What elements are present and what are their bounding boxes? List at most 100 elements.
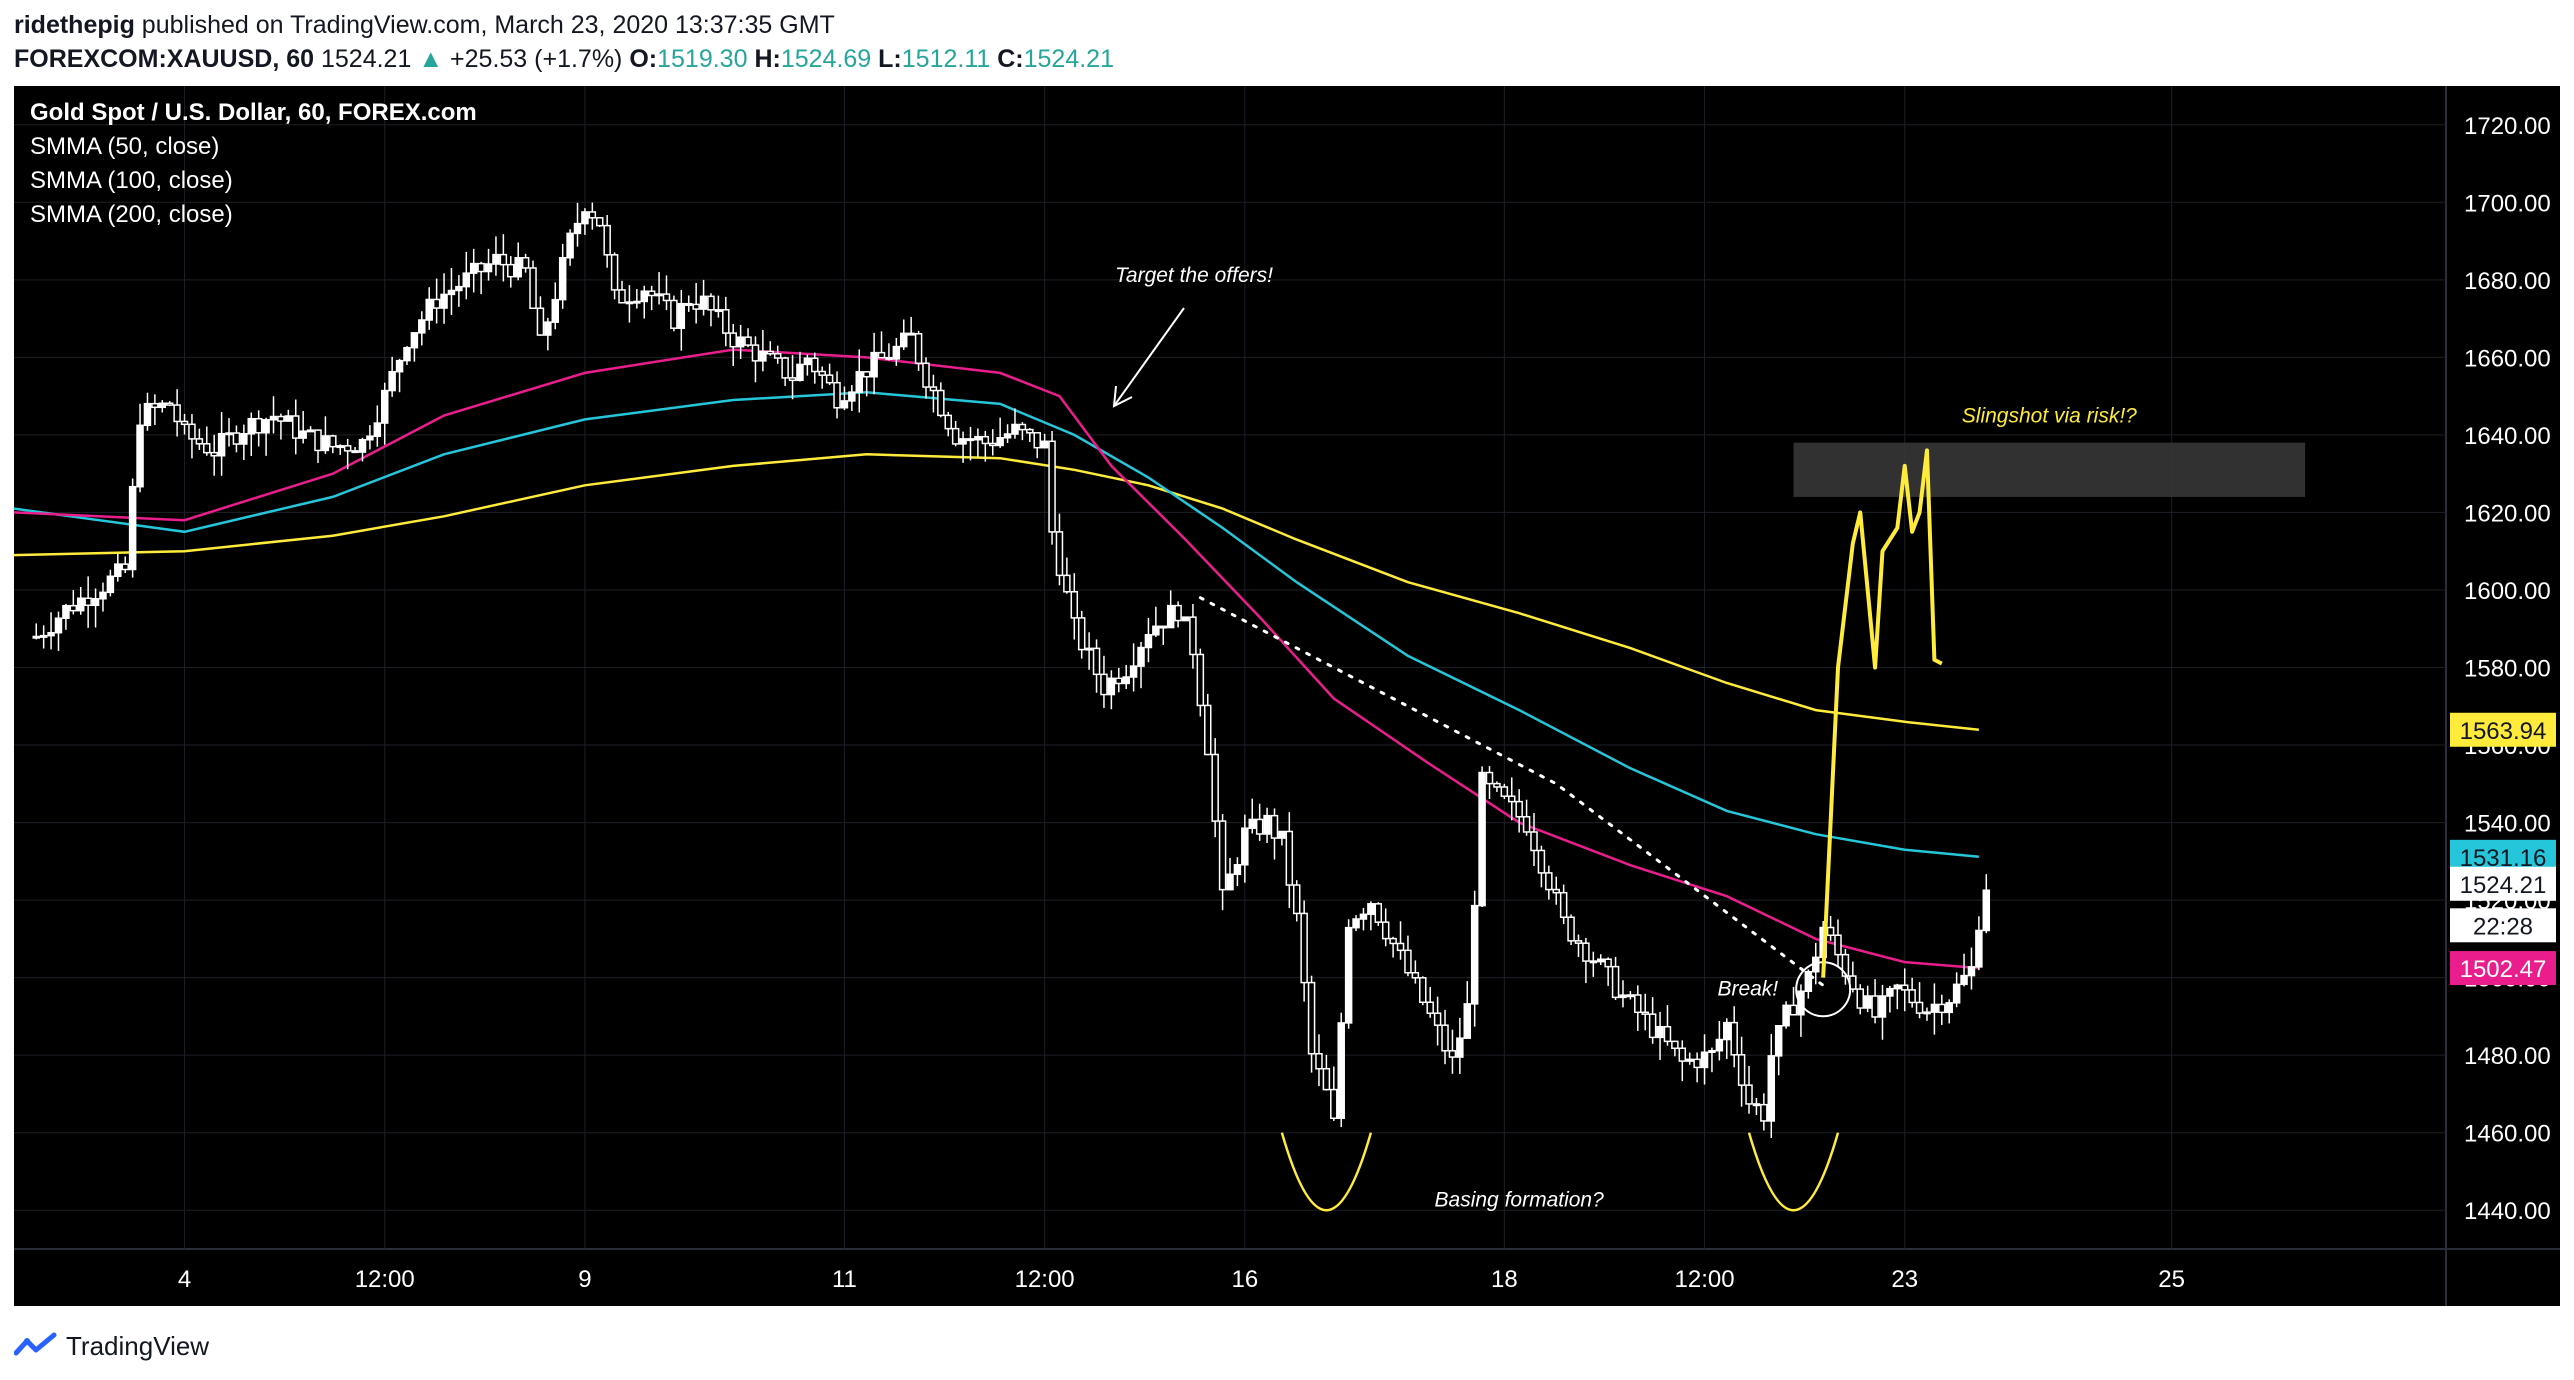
candle-body [1144, 634, 1153, 649]
candle-body [203, 443, 211, 454]
candle-body [1196, 653, 1205, 707]
price-label-text: 1524.21 [2460, 872, 2547, 899]
symbol-label[interactable]: FOREXCOM:XAUUSD, 60 [14, 45, 315, 73]
candle-body [1411, 972, 1420, 979]
candle-body [1026, 428, 1034, 434]
candle-body [1070, 591, 1079, 619]
candle-body [1537, 849, 1546, 874]
candle-body [1574, 940, 1583, 944]
candle-body [380, 389, 389, 424]
candle-body [1174, 604, 1182, 622]
candle-body [966, 438, 975, 442]
candle-body [1619, 994, 1627, 999]
candle-body [1841, 953, 1850, 977]
candle-body [84, 597, 92, 607]
candle-body [395, 359, 404, 373]
legend-title[interactable]: Gold Spot / U.S. Dollar, 60, FOREX.com [30, 99, 477, 126]
legend-smma50[interactable]: SMMA (50, close) [30, 133, 219, 160]
x-tick-label: 11 [832, 1266, 857, 1293]
candle-body [1530, 831, 1538, 852]
candle-body [410, 332, 419, 349]
publish-line: ridethepig published on TradingView.com,… [14, 8, 2554, 42]
legend-smma100[interactable]: SMMA (100, close) [30, 167, 233, 194]
candle-body [1211, 753, 1219, 822]
candle-body [1441, 1024, 1449, 1052]
candle-body [69, 604, 78, 612]
legend-smma200[interactable]: SMMA (200, close) [30, 201, 233, 228]
candle-body [143, 402, 152, 427]
candle-body [974, 435, 982, 441]
close-label: C: [997, 45, 1024, 73]
candle-body [158, 402, 167, 409]
candle-body [1344, 926, 1353, 1024]
footer: TradingView [14, 1328, 209, 1364]
chart-panel[interactable]: Break! Slingshot via risk!? Target the off… [14, 86, 2560, 1306]
candle-body [425, 298, 433, 321]
candle-body [1648, 1013, 1657, 1039]
candle-body [788, 377, 797, 382]
candle-body [151, 402, 159, 409]
candle-body [1545, 872, 1553, 891]
open-value: 1519.30 [657, 45, 748, 73]
low-label: L: [878, 45, 902, 73]
candle-body [766, 350, 775, 355]
price-label-box [2450, 712, 2556, 747]
candle-body [299, 430, 307, 439]
candle-body [633, 300, 641, 304]
candle-body [1745, 1084, 1753, 1105]
candle-body [314, 429, 322, 452]
candle-body [988, 442, 997, 447]
candle-body [781, 357, 789, 379]
candle-body [1241, 827, 1249, 866]
candle-body [877, 351, 886, 359]
candle-body [1886, 987, 1894, 997]
candle-body [937, 389, 945, 417]
x-tick-label: 12:00 [1015, 1266, 1075, 1293]
candle-body [922, 362, 930, 388]
candle-body [114, 563, 122, 578]
candle-body [329, 435, 337, 448]
candle-body [1129, 665, 1138, 678]
candle-body [1567, 916, 1575, 942]
candle-body [1767, 1055, 1776, 1122]
candle-body [1255, 818, 1264, 835]
candle-body [76, 597, 85, 612]
candle-body [825, 374, 834, 384]
candle-body [544, 321, 552, 336]
last-price: 1524.21 [321, 45, 412, 73]
candle-body [1656, 1025, 1664, 1039]
tradingview-logo-icon [14, 1332, 57, 1356]
candle-body [1915, 1001, 1924, 1014]
candle-body [1092, 647, 1101, 676]
y-tick-label: 1540.00 [2464, 811, 2551, 838]
candle-body [1596, 958, 1605, 963]
candle-body [62, 604, 70, 619]
price-label-text: 1563.94 [2460, 718, 2547, 745]
candle-body [492, 253, 500, 265]
candle-body [321, 435, 330, 452]
footer-brand[interactable]: TradingView [66, 1330, 210, 1361]
candle-body [1381, 921, 1390, 940]
price-chart[interactable]: Break! Slingshot via risk!? Target the off… [14, 86, 2560, 1306]
candle-body [536, 307, 545, 336]
change-value: +25.53 (+1.7%) [450, 45, 623, 73]
candle-body [1055, 531, 1064, 577]
chart-header: ridethepig published on TradingView.com,… [14, 8, 2554, 76]
author-name[interactable]: ridethepig [14, 11, 135, 39]
candle-body [358, 439, 367, 453]
candle-body [277, 415, 285, 422]
candle-body [529, 267, 537, 310]
candle-body [625, 301, 634, 305]
candle-body [900, 332, 908, 348]
candle-body [440, 293, 448, 309]
candle-body [225, 432, 233, 436]
candle-body [655, 293, 663, 297]
candle-body [1063, 574, 1071, 593]
candle-body [1826, 926, 1835, 936]
candle-body [692, 303, 700, 310]
candle-body [1018, 423, 1027, 431]
candle-body [188, 423, 196, 440]
candle-body [662, 293, 671, 302]
candle-body [1559, 891, 1568, 918]
candle-body [1159, 625, 1168, 629]
